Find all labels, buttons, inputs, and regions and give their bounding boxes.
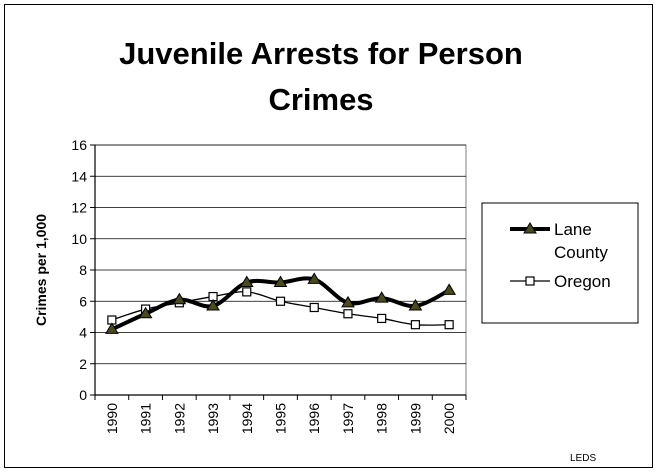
data-point: [275, 296, 286, 306]
y-tick-label: 0: [79, 387, 87, 403]
x-axis: 1990 1991 1992 1993 1994 1995 1996 1997 1998 1999…: [94, 394, 467, 434]
data-point: [341, 295, 355, 308]
x-tick-label: 1992: [171, 403, 187, 434]
data-point: [242, 287, 252, 297]
y-tick-label: 10: [71, 231, 87, 247]
data-point: [239, 275, 254, 287]
legend-label: Lane: [554, 220, 592, 239]
data-point: [343, 309, 353, 319]
x-tick-label: 1990: [104, 403, 120, 434]
y-tick-label: 4: [79, 325, 87, 341]
data-point: [172, 292, 187, 305]
chart-title-line-2: Crimes: [268, 82, 373, 117]
data-point: [206, 298, 220, 311]
legend-label: Oregon: [554, 272, 611, 291]
legend-marker: [525, 276, 535, 286]
y-axis-label: Crimes per 1,000: [33, 214, 49, 326]
x-tick-label: 2000: [441, 403, 457, 434]
data-point: [410, 320, 421, 330]
data-point: [374, 291, 389, 303]
data-point: [104, 322, 119, 334]
y-tick-label: 6: [79, 293, 87, 309]
data-point: [444, 320, 454, 330]
data-point: [377, 313, 387, 324]
data-point: [273, 275, 288, 287]
y-tick-label: 2: [79, 356, 87, 372]
chart-title-line-1: Juvenile Arrests for Person: [119, 36, 523, 71]
chart-title: Juvenile Arrests for Person Crimes: [119, 36, 523, 117]
legend: Lane County Oregon: [481, 202, 639, 324]
legend-label: County: [554, 243, 608, 262]
data-point: [442, 283, 457, 295]
legend-marker: [523, 222, 537, 234]
y-tick-label: 8: [79, 262, 87, 278]
legend-box: [481, 202, 639, 324]
y-tick-label: 12: [71, 200, 87, 216]
x-tick-label: 1991: [138, 403, 154, 434]
data-point: [408, 298, 423, 311]
x-tick-label: 1999: [407, 403, 423, 434]
x-tick-label: 1994: [239, 403, 255, 434]
data-point: [307, 272, 322, 284]
legend-entry: Oregon: [510, 272, 611, 291]
legend-entry: Lane County: [510, 220, 608, 262]
x-tick-label: 1995: [273, 403, 289, 434]
plot-area: [94, 144, 467, 396]
source-label: LEDS: [570, 453, 596, 464]
data-point: [138, 306, 153, 319]
x-tick-label: 1996: [306, 403, 322, 434]
series-lane-county: [104, 272, 457, 334]
y-tick-label: 16: [71, 137, 87, 153]
line-chart: Juvenile Arrests for Person Crimes 0 2 4 6 8…: [33, 36, 639, 464]
x-tick-label: 1998: [374, 403, 390, 434]
y-axis: 0 2 4 6 8 10 12 14 16: [71, 137, 96, 403]
y-tick-label: 14: [71, 168, 87, 184]
series-layer: [104, 272, 457, 334]
x-tick-label: 1997: [340, 403, 356, 434]
x-tick-label: 1993: [205, 403, 221, 434]
data-point: [309, 302, 319, 313]
chart-frame: Juvenile Arrests for Person Crimes 0 2 4 6 8…: [4, 4, 653, 468]
